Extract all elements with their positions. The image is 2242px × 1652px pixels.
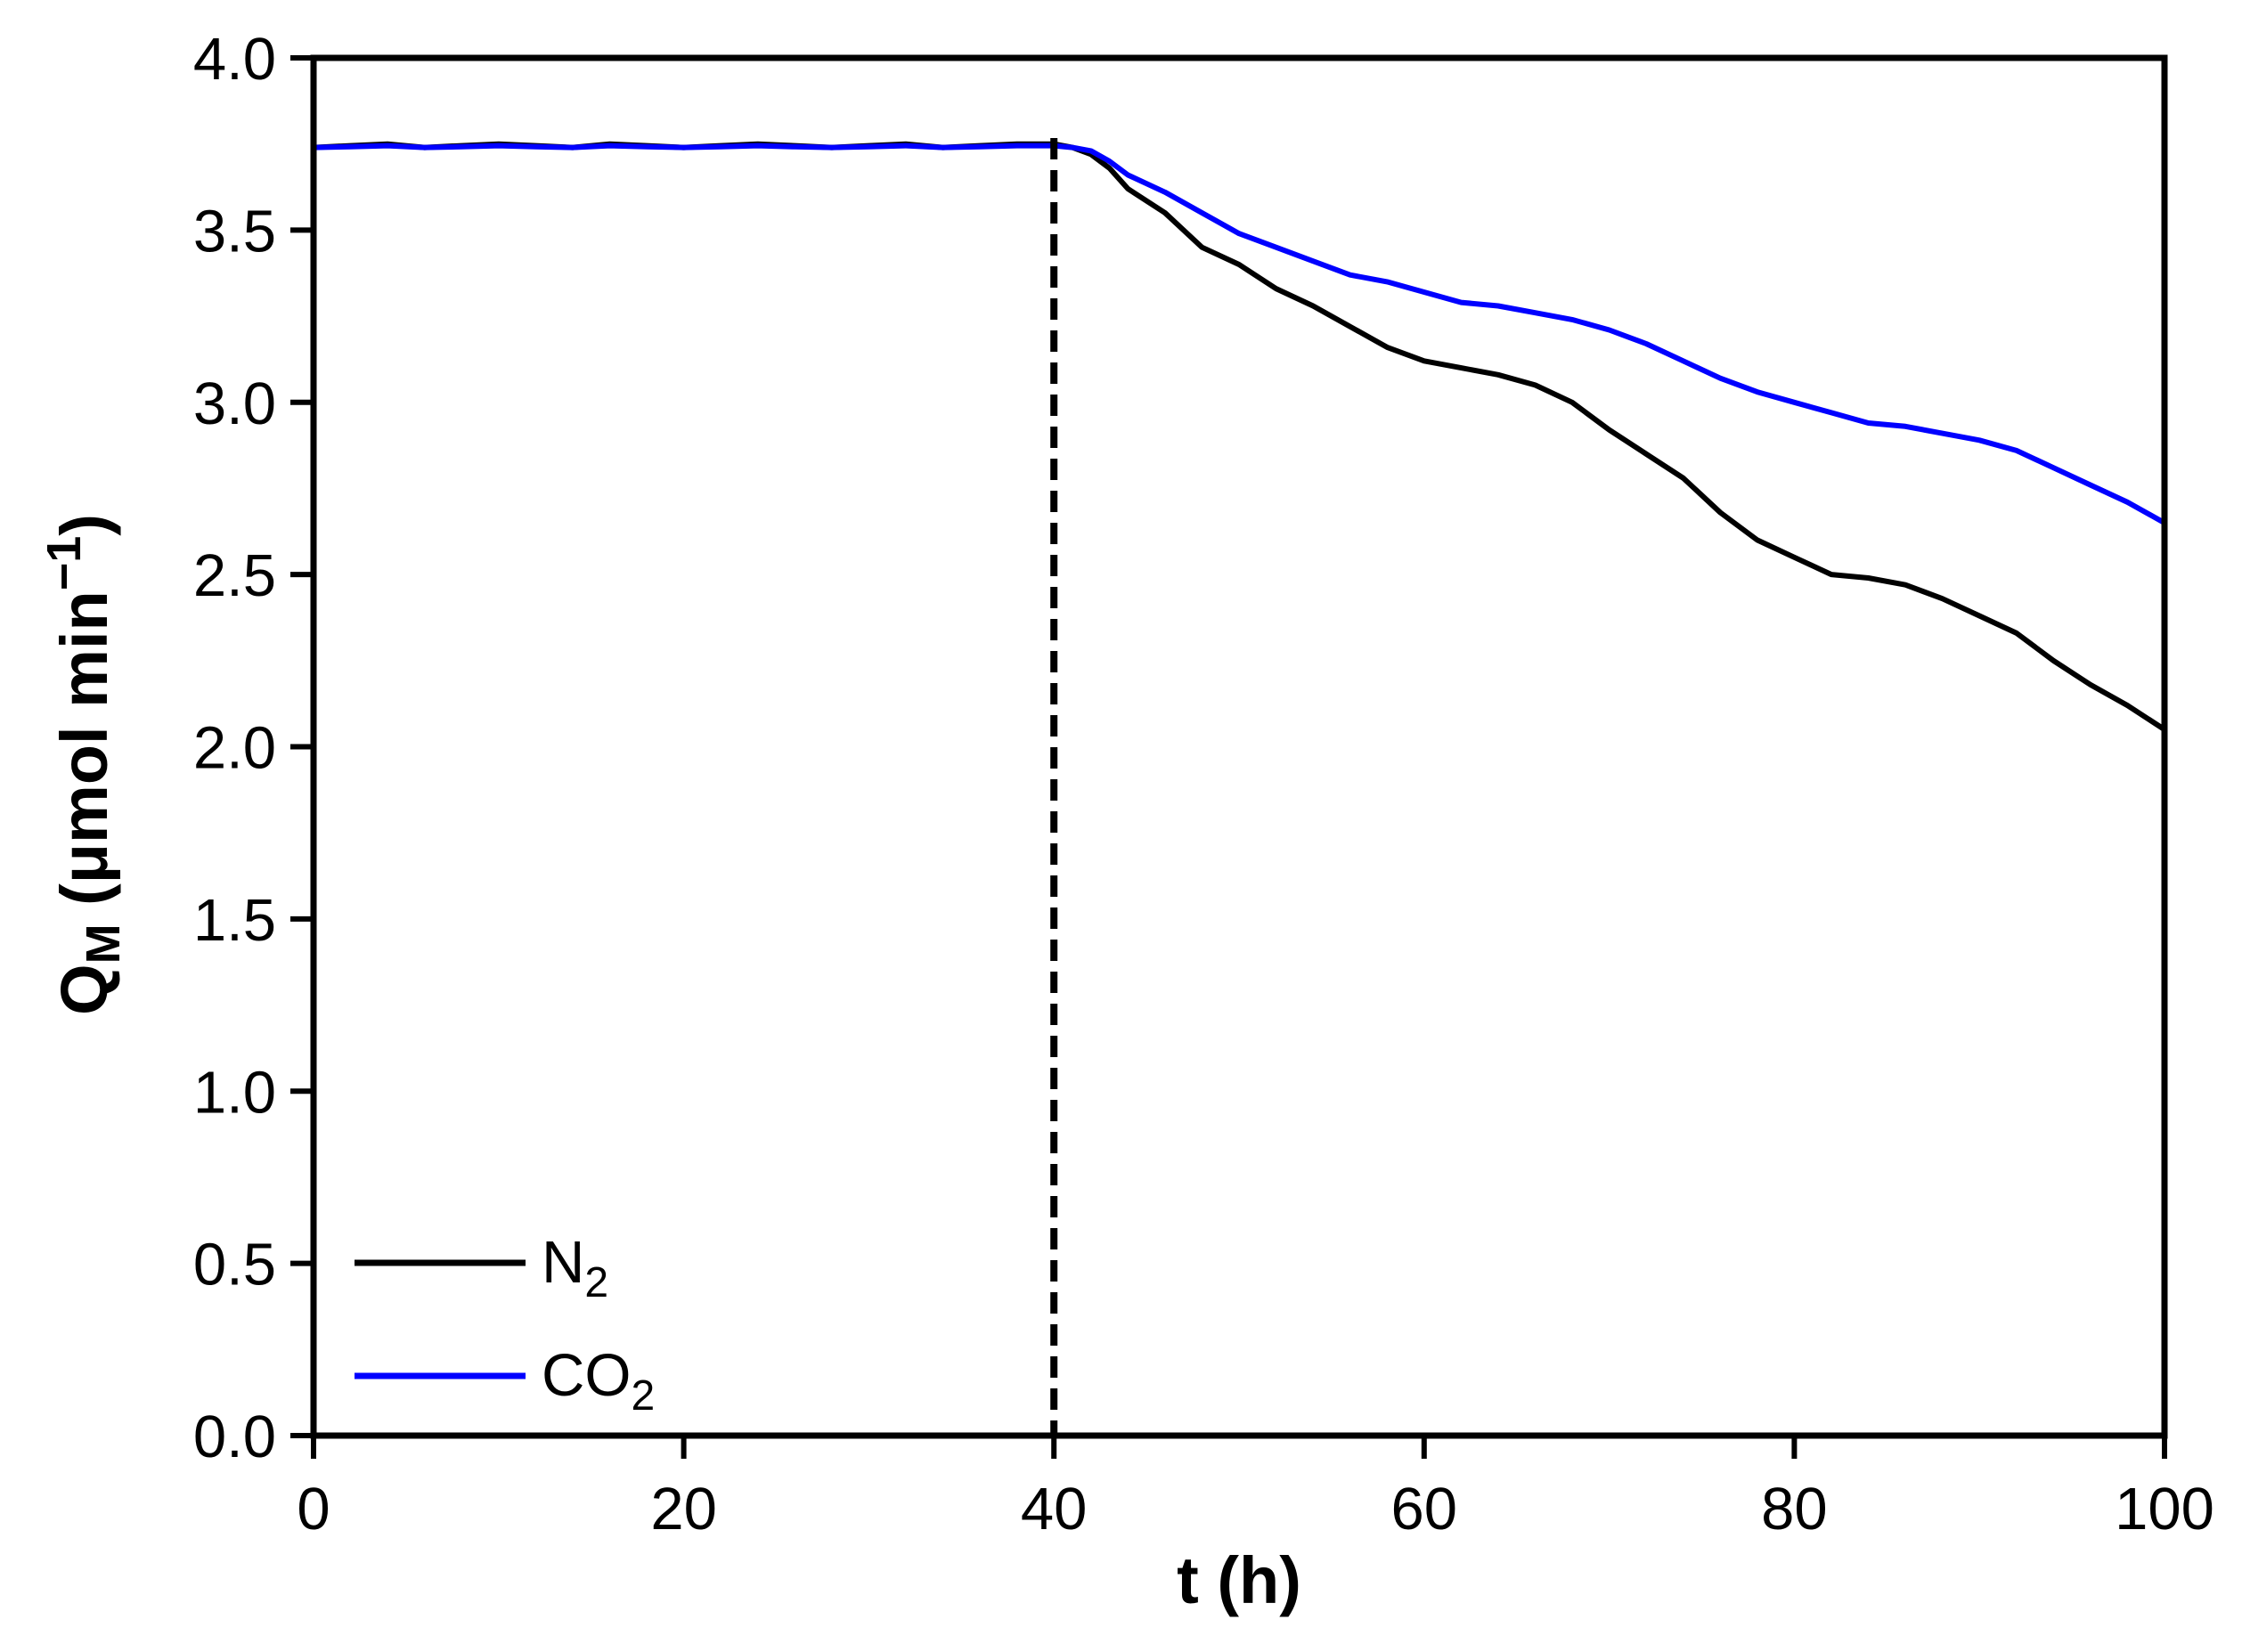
y-tick-label: 0.0 bbox=[193, 1404, 276, 1470]
y-tick-label: 3.0 bbox=[193, 370, 276, 437]
legend-label-n2: N2 bbox=[542, 1229, 608, 1306]
y-tick-label: 1.0 bbox=[193, 1059, 276, 1126]
y-tick-label: 1.5 bbox=[193, 887, 276, 954]
x-tick-label: 80 bbox=[1761, 1476, 1828, 1542]
y-axis-title-sub: M bbox=[77, 924, 130, 964]
plot-series bbox=[313, 141, 2166, 732]
y-axis-title-main: Q bbox=[47, 964, 121, 1015]
y-tick-label: 4.0 bbox=[193, 26, 276, 93]
y-tick-label: 2.0 bbox=[193, 715, 276, 782]
legend: N2 CO2 bbox=[355, 1229, 655, 1420]
legend-label-co2-main: CO bbox=[542, 1342, 632, 1409]
x-axis-title: t (h) bbox=[1177, 1543, 1301, 1617]
y-axis-title-mid: (μmol min bbox=[47, 590, 121, 924]
y-tick-label: 2.5 bbox=[193, 542, 276, 609]
legend-label-co2-sub: 2 bbox=[632, 1372, 656, 1420]
x-tick-label: 40 bbox=[1021, 1476, 1088, 1542]
y-tick-label: 0.5 bbox=[193, 1232, 276, 1298]
x-axis: 0 20 40 60 80 100 bbox=[297, 1436, 2214, 1542]
y-axis-title-end: ) bbox=[47, 514, 121, 536]
x-tick-label: 0 bbox=[297, 1476, 330, 1542]
y-axis-title: QM (μmol min−1) bbox=[37, 514, 130, 1015]
x-tick-label: 20 bbox=[650, 1476, 717, 1542]
legend-label-co2: CO2 bbox=[542, 1342, 655, 1420]
y-axis: 0.0 0.5 1.0 1.5 2.0 2.5 3.0 3.5 4.0 bbox=[193, 26, 314, 1470]
legend-label-n2-sub: 2 bbox=[584, 1259, 608, 1306]
y-tick-label: 3.5 bbox=[193, 198, 276, 264]
x-tick-label: 60 bbox=[1391, 1476, 1458, 1542]
legend-label-n2-main: N bbox=[542, 1229, 584, 1296]
y-axis-title-sup: −1 bbox=[37, 536, 91, 591]
x-tick-label: 100 bbox=[2115, 1476, 2214, 1542]
series-line-co2 bbox=[313, 142, 2166, 525]
